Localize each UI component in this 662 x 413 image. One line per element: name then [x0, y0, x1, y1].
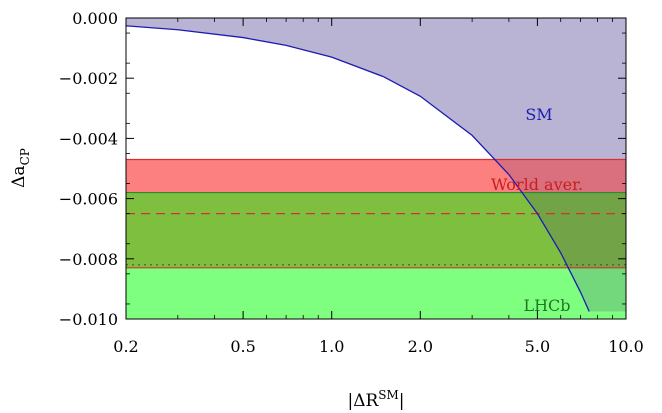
x-tick-label: 5.0 — [525, 337, 550, 356]
y-tick-label: −0.010 — [59, 310, 118, 329]
y-tick-label: 0.000 — [72, 9, 118, 28]
x-tick-label: 1.0 — [319, 337, 344, 356]
sm-overlay — [126, 18, 626, 312]
sm-label: SM — [525, 105, 552, 124]
y-tick-label: −0.002 — [59, 69, 118, 88]
plot-fills — [126, 18, 626, 319]
y-tick-label: −0.006 — [59, 190, 118, 209]
y-tick-label: −0.004 — [59, 129, 118, 148]
lhcb-label: LHCb — [523, 296, 570, 315]
x-tick-label: 0.2 — [113, 337, 138, 356]
y-axis-title: ΔaCP — [9, 148, 32, 188]
axis-ticks: 0.2 0.5 1.0 2.0 5.0 10.0 0.000 −0.002 −0.004 −0.0… — [59, 9, 644, 356]
x-tick-label: 10.0 — [608, 337, 644, 356]
plot-frame — [125, 17, 627, 320]
plot-lines — [126, 25, 626, 312]
y-tick-label: −0.008 — [59, 250, 118, 269]
band-overlap — [126, 192, 626, 268]
world-average-label: World aver. — [491, 175, 583, 194]
x-tick-label: 0.5 — [230, 337, 255, 356]
sm-region — [126, 18, 626, 312]
region-labels: SM World aver. LHCb — [491, 105, 583, 315]
sm-curve — [126, 25, 590, 312]
x-tick-label: 2.0 — [408, 337, 433, 356]
x-axis-title: |ΔRSM| — [347, 388, 404, 411]
